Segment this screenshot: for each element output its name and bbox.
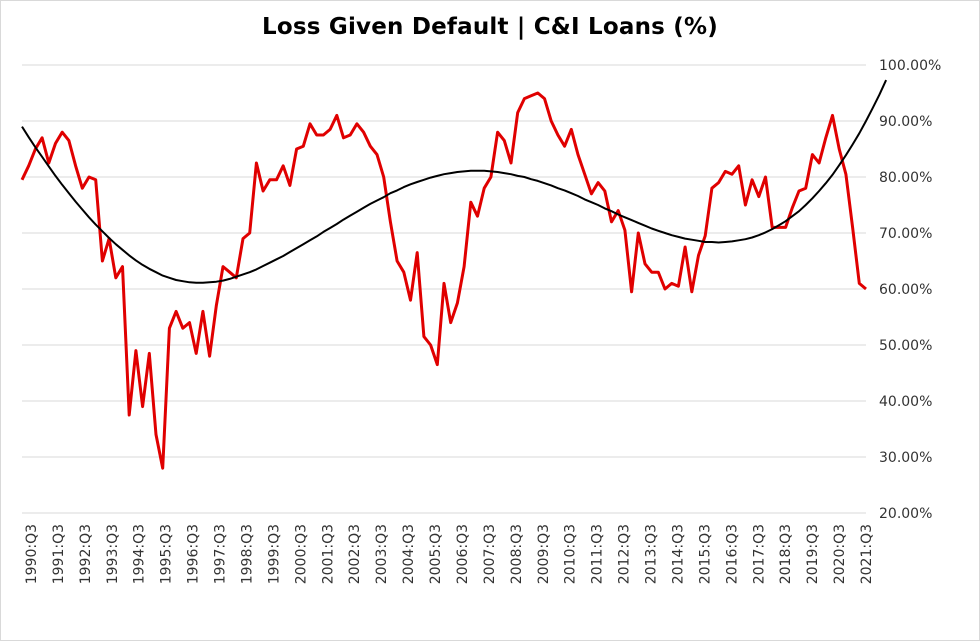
y-tick-label: 30.00% [879, 450, 932, 466]
y-tick-label: 100.00% [879, 58, 941, 74]
y-tick-label: 70.00% [879, 226, 932, 242]
y-tick-label: 90.00% [879, 114, 932, 130]
x-tick-label: 2006:Q3 [455, 524, 471, 584]
x-tick-label: 1990:Q3 [24, 524, 40, 584]
x-tick-label: 1999:Q3 [266, 524, 282, 584]
x-tick-label: 2004:Q3 [401, 524, 417, 584]
x-tick-label: 2001:Q3 [320, 524, 336, 584]
x-tick-label: 2003:Q3 [374, 524, 390, 584]
x-tick-label: 2008:Q3 [509, 524, 525, 584]
x-tick-label: 2014:Q3 [670, 524, 686, 584]
series-line-trend [21, 79, 888, 284]
x-tick-label: 1992:Q3 [78, 524, 94, 584]
x-tick-label: 2013:Q3 [644, 524, 660, 584]
x-tick-label: 2018:Q3 [778, 524, 794, 584]
x-tick-label: 1998:Q3 [239, 524, 255, 584]
x-tick-label: 2000:Q3 [293, 524, 309, 584]
y-tick-label: 60.00% [879, 282, 932, 298]
y-tick-label: 40.00% [879, 394, 932, 410]
x-tick-label: 2010:Q3 [563, 524, 579, 584]
x-tick-label: 2015:Q3 [697, 524, 713, 584]
x-tick-label: 1994:Q3 [132, 524, 148, 584]
x-axis-ticks: 1990:Q3 1991:Q3 1992:Q3 1993:Q3 1994:Q3 1995:… [24, 524, 875, 584]
x-tick-label: 2005:Q3 [428, 524, 444, 584]
x-tick-label: 2002:Q3 [347, 524, 363, 584]
x-tick-label: 2020:Q3 [832, 524, 848, 584]
x-tick-label: 2021:Q3 [859, 524, 875, 584]
y-tick-label: 50.00% [879, 338, 932, 354]
x-tick-label: 2007:Q3 [482, 524, 498, 584]
x-tick-label: 1991:Q3 [51, 524, 67, 584]
x-tick-label: 2011:Q3 [590, 524, 606, 584]
y-tick-label: 80.00% [879, 170, 932, 186]
x-tick-label: 2019:Q3 [805, 524, 821, 584]
chart-title: Loss Given Default | C&I Loans (%) [262, 14, 718, 40]
series-lines [20, 79, 888, 470]
x-tick-label: 1996:Q3 [186, 524, 202, 584]
x-tick-label: 1993:Q3 [105, 524, 121, 584]
y-tick-label: 20.00% [879, 506, 932, 522]
x-tick-label: 2017:Q3 [751, 524, 767, 584]
series-line-lgd [20, 91, 867, 470]
x-tick-label: 1995:Q3 [159, 524, 175, 584]
x-tick-label: 2009:Q3 [536, 524, 552, 584]
y-axis-ticks: 20.00% 30.00% 40.00% 50.00% 60.00% 70.00% 80.0… [879, 58, 941, 522]
x-tick-label: 2016:Q3 [724, 524, 740, 584]
x-tick-label: 1997:Q3 [213, 524, 229, 584]
x-tick-label: 2012:Q3 [617, 524, 633, 584]
